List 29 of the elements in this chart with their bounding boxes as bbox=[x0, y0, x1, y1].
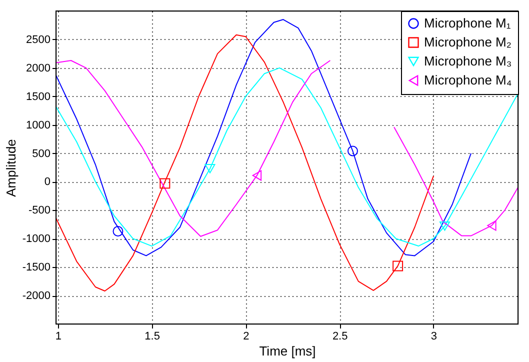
x-tick-label: 1.5 bbox=[144, 330, 160, 342]
point bbox=[487, 220, 496, 231]
x-tick-label: 2.5 bbox=[332, 330, 348, 342]
point bbox=[252, 170, 262, 181]
y-tick-label: 2000 bbox=[26, 62, 50, 74]
point bbox=[204, 164, 216, 174]
y-tick-label: 0 bbox=[44, 176, 50, 188]
legend-label: Microphone M₂ bbox=[424, 34, 512, 50]
point bbox=[112, 226, 124, 236]
y-tick-label: 2500 bbox=[26, 34, 50, 46]
point bbox=[347, 146, 358, 156]
y-tick-label: -1500 bbox=[22, 262, 50, 274]
y-tick-label: 1000 bbox=[26, 119, 50, 132]
y-tick-label: 1500 bbox=[26, 90, 50, 103]
point bbox=[160, 178, 170, 189]
x-tick-label: 1 bbox=[55, 330, 62, 342]
y-tick-label: -500 bbox=[28, 204, 50, 217]
y-tick-label: -2000 bbox=[22, 290, 50, 302]
legend-label: Microphone M₃ bbox=[424, 54, 512, 68]
x-axis-title: Time [ms] bbox=[259, 344, 316, 358]
point bbox=[392, 260, 404, 272]
legend-label: Microphone M₄ bbox=[424, 72, 512, 88]
y-axis-title: Amplitude bbox=[3, 139, 18, 197]
y-tick-label: 500 bbox=[32, 148, 50, 160]
point bbox=[440, 222, 450, 231]
x-tick-label: 2 bbox=[243, 330, 250, 342]
y-tick-label: -1000 bbox=[22, 233, 50, 246]
legend-label: Microphone M₁ bbox=[424, 16, 512, 30]
x-tick-label: 3 bbox=[430, 330, 438, 342]
